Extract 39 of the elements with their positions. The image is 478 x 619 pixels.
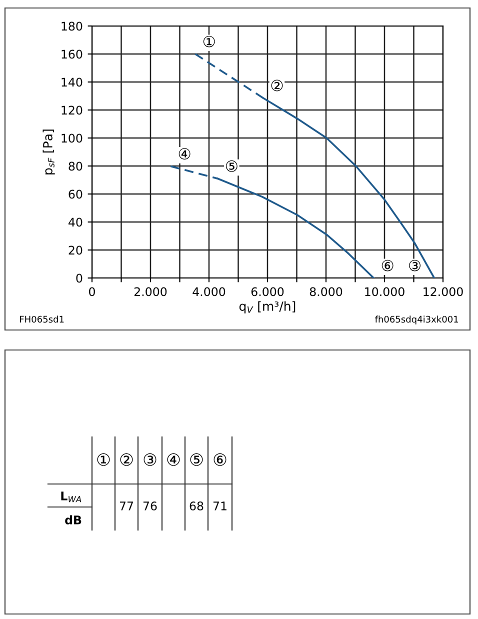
y-tick-label: 20 (68, 246, 82, 255)
x-tick-label: 4.000 (192, 287, 226, 296)
x-tick-label: 8.000 (310, 287, 342, 296)
category-label: ① (97, 453, 110, 466)
category-label: ⑤ (190, 453, 203, 466)
data-label: 71 (213, 502, 226, 510)
y-tick-label: 100 (62, 134, 82, 143)
category-label: ③ (144, 453, 156, 466)
text: fh065sdq4i3xk001 (374, 316, 458, 324)
text: FH065sd1 (20, 316, 64, 323)
category-label: ⑥ (214, 453, 226, 466)
y-tick-label: 120 (62, 106, 82, 115)
category-label: ④ (167, 453, 180, 466)
y-tick-label: 160 (62, 50, 82, 59)
annotation: ② (271, 80, 283, 92)
y-tick-label: 60 (68, 190, 82, 199)
x-axis-title: q$_{V}$ [m³/h] (239, 301, 296, 314)
y-tick-label: 140 (62, 78, 82, 87)
y-tick-label: 0 (76, 274, 82, 283)
y-tick-label: 180 (62, 22, 82, 31)
annotation: ① (203, 36, 215, 48)
data-label: 68 (190, 501, 204, 510)
text: dB (65, 515, 82, 524)
category-label: ② (120, 453, 133, 466)
data-label: 76 (143, 501, 157, 510)
x-tick-label: 6.000 (251, 287, 284, 296)
x-tick-label: 2.000 (134, 287, 167, 296)
x-tick-label: 12.000 (424, 287, 463, 296)
annotation: ④ (178, 148, 190, 160)
x-tick-label: 10.000 (365, 287, 404, 296)
annotation: ⑤ (226, 160, 238, 172)
x-tick-label: 0 (89, 287, 95, 296)
y-tick-label: 40 (68, 218, 82, 227)
annotation: ③ (409, 260, 420, 272)
data-label: 77 (120, 502, 133, 510)
text: L$_{WA}$ (61, 492, 82, 502)
y-tick-label: 80 (68, 162, 82, 171)
y-axis-title: p$_{sF}$ [Pa] (42, 130, 55, 174)
annotation: ⑥ (382, 260, 394, 272)
